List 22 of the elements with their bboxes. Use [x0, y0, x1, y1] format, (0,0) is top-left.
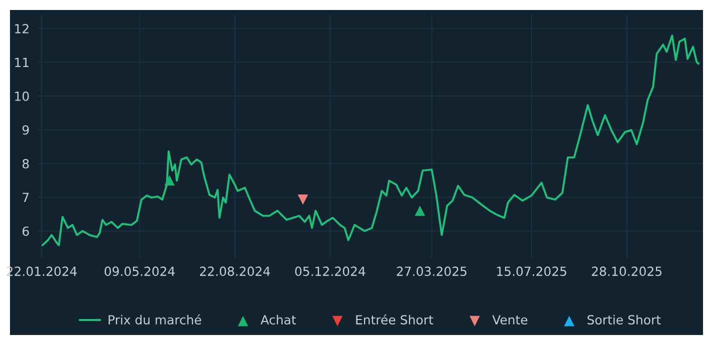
y-tick-label: 7: [22, 192, 29, 202]
legend-label: Prix du marché: [108, 314, 202, 325]
x-tick-label: 15.07.2025: [497, 266, 566, 276]
x-tick-label: 05.12.2024: [295, 266, 366, 276]
x-tick-label: 22.08.2024: [200, 266, 270, 276]
point: [414, 206, 426, 216]
line-series: [42, 34, 700, 246]
y-tick-label: 10: [15, 91, 29, 101]
y-tick-label: 12: [15, 24, 28, 34]
x-tick-label: 27.03.2025: [396, 266, 466, 276]
y-tick-label: 6: [22, 226, 29, 236]
legend-label: Achat: [260, 314, 296, 325]
legend-label: Vente: [492, 315, 528, 325]
x-tick-label: 28.10.2025: [592, 266, 662, 276]
point: [164, 175, 175, 186]
y-tick-label: 9: [22, 125, 29, 135]
point: [298, 194, 308, 205]
y-tick-label: 8: [22, 158, 29, 168]
x-tick-label: 09.05.2024: [104, 266, 175, 276]
legend-label: Entrée Short: [356, 314, 434, 325]
y-tick-label: 11: [15, 58, 29, 67]
legend-label: Sortie Short: [588, 314, 661, 325]
